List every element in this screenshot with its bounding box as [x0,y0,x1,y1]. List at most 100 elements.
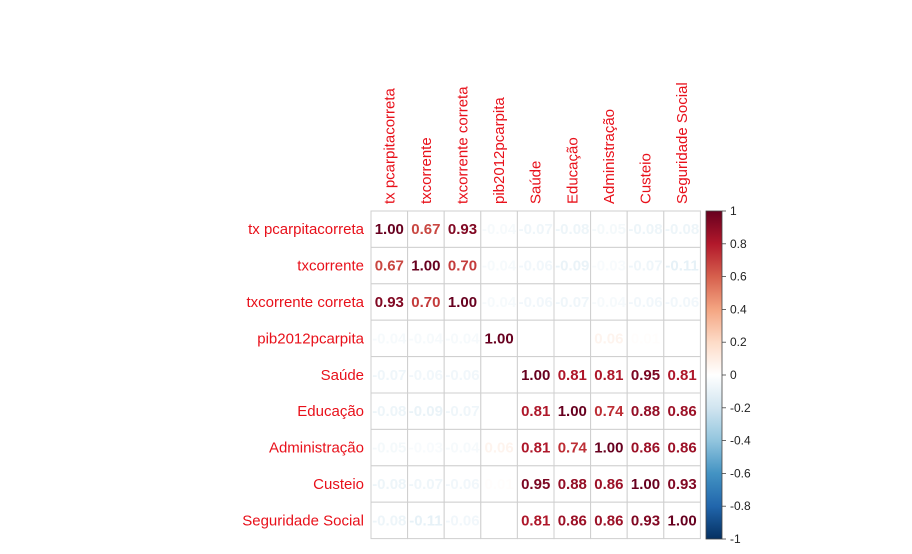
row-label: txcorrente [297,258,364,275]
cell-value: 0.93 [375,294,404,311]
row-label: Saúde [321,367,364,384]
heatmap-cell [370,283,409,321]
heatmap-cell [663,392,701,430]
cell-value: -0.04 [482,221,517,238]
cell-value: 1.00 [448,294,477,311]
cell-value: 1.00 [521,367,550,384]
column-label: txcorrente [418,137,435,204]
cell-value: -0.04 [592,294,627,311]
cell-value: 1.00 [631,476,660,493]
row-label: Seguridade Social [242,512,364,529]
cell-value: 0.81 [558,367,587,384]
heatmap-cell [443,246,482,285]
cell-value: -0.04 [372,330,407,347]
heatmap-cell [480,283,518,321]
cell-value: -0.04 [409,330,444,347]
heatmap-cells: 1.00 0.67 0.93 -0.04 -0.07 -0.08 -0.05 -0.08 -0.… [370,210,701,540]
heatmap-cell [626,210,665,248]
cell-value: 0.93 [667,476,696,493]
heatmap-cell [553,501,592,540]
cell-value: -0.08 [628,221,662,238]
heatmap-cell [407,283,445,321]
cell-value: 0.86 [594,476,623,493]
cell-value: 1.00 [594,440,623,457]
heatmap-cell [590,428,628,467]
cell-value: -0.07 [555,294,589,311]
heatmap-cell [370,465,409,503]
heatmap-cell [407,501,445,540]
heatmap-cell [370,210,409,248]
cell-value: 0.74 [594,403,624,420]
cell-value: -0.07 [445,403,479,420]
color-legend: 1 0.8 0.6 0.4 0.2 0 -0.2 -0.4 -0.6 -0.8 -1 [705,204,751,546]
cell-value: 1.00 [375,221,404,238]
heatmap-cell [590,246,628,285]
cell-value: 0.81 [594,367,623,384]
cell-value: 0.06 [594,330,623,347]
heatmap-cell [407,392,445,430]
column-labels: tx pcarpitacorreta txcorrente txcorrente c… [381,82,691,204]
cell-value: -0.11 [409,512,442,529]
column-label: Educação [564,137,581,204]
cell-value: -0.06 [445,512,479,529]
cell-value: 0.67 [375,258,404,275]
cell-value: -0.06 [519,294,553,311]
row-label: tx pcarpitacorreta [248,221,365,238]
heatmap-cell [407,428,445,467]
column-label: Administração [601,109,618,204]
cell-value: 1.00 [411,258,440,275]
legend-tick-label: 0 [730,368,737,382]
heatmap-cell [370,428,409,467]
cell-value: 0.81 [521,512,550,529]
cell-value: 0.01 [484,476,513,493]
cell-value: 0.86 [667,440,696,457]
heatmap-cell [590,501,628,540]
cell-value: 0.67 [411,221,440,238]
legend-tick-label: 0.4 [730,302,747,316]
legend-tick-label: -0.4 [730,434,751,448]
row-label: Custeio [313,476,364,493]
legend-tick-label: -0.8 [730,499,751,513]
heatmap-cell [480,319,518,358]
heatmap-cell [516,392,555,430]
heatmap-cell [370,392,409,430]
column-label: Custeio [638,153,655,204]
heatmap-cell [553,210,592,248]
cell-value: 0.81 [667,367,696,384]
cell-value: 0.93 [631,512,660,529]
heatmap-cell [443,392,482,430]
cell-value: 0.95 [521,476,550,493]
heatmap-cell [370,246,409,285]
heatmap-cell [370,501,409,540]
cell-value: 0.74 [558,440,588,457]
cell-value: 0.00 [484,367,513,384]
cell-value: 0.86 [594,512,623,529]
cell-value: -0.06 [628,294,662,311]
cell-value: 0.00 [521,330,550,347]
cell-value: -0.06 [445,476,479,493]
cell-value: 1.00 [484,330,513,347]
cell-value: 0.93 [448,221,477,238]
heatmap-cell [663,246,701,285]
cell-value: 0.70 [411,294,440,311]
cell-value: -0.07 [372,367,406,384]
heatmap-cell [480,501,518,540]
heatmap-cell [407,319,445,358]
cell-value: -0.06 [665,294,699,311]
cell-value: -0.11 [665,258,698,275]
heatmap-cell [626,246,665,285]
cell-value: 0.88 [558,476,587,493]
heatmap-cell [663,356,701,394]
cell-value: -0.06 [519,258,553,275]
cell-value: -0.07 [628,258,662,275]
cell-value: -0.04 [482,294,517,311]
cell-value: 1.00 [558,403,587,420]
cell-value: -0.09 [555,258,589,275]
legend-tick-label: -0.6 [730,466,751,480]
cell-value: -0.08 [372,476,406,493]
row-label: Educação [297,403,364,420]
cell-value: 0.95 [631,367,660,384]
legend-tick-label: 0.2 [730,335,747,349]
cell-value: -0.07 [409,476,443,493]
column-label: txcorrente correta [455,86,472,204]
